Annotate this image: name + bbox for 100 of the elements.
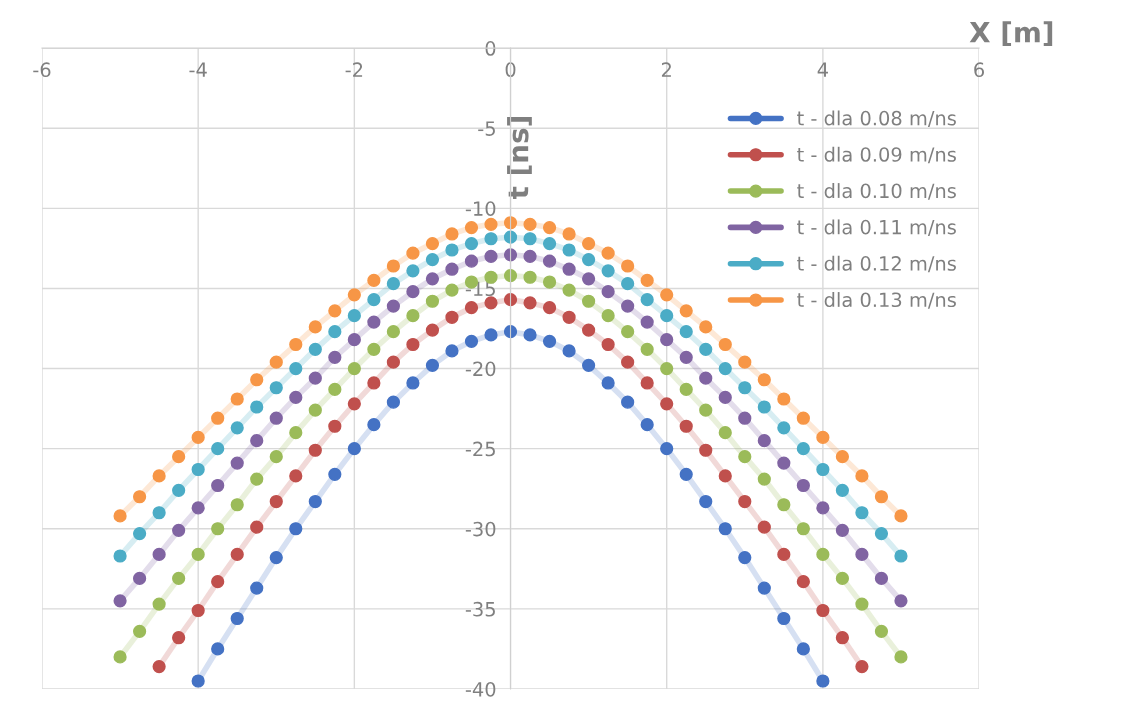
x-tick-label: 4	[817, 62, 828, 77]
point	[582, 294, 596, 308]
point	[757, 373, 771, 387]
point	[621, 277, 635, 291]
point	[289, 522, 303, 536]
point	[152, 469, 166, 483]
point	[230, 611, 244, 626]
point	[601, 264, 615, 278]
point	[367, 273, 381, 288]
point	[757, 472, 771, 486]
point	[777, 547, 791, 562]
point	[777, 498, 791, 512]
point	[113, 549, 127, 563]
point	[308, 494, 322, 509]
x-tick-label: 6	[974, 62, 985, 78]
point	[660, 442, 674, 456]
point	[289, 426, 303, 440]
point	[699, 320, 713, 334]
y-axis-title: t [ns]	[507, 117, 532, 200]
point	[601, 309, 615, 323]
point	[308, 443, 322, 457]
point	[367, 293, 381, 307]
point	[523, 217, 537, 231]
point	[250, 434, 264, 448]
point	[503, 325, 518, 339]
point	[347, 397, 361, 411]
point	[484, 296, 498, 310]
point	[425, 323, 440, 337]
x-axis-title: X [m]	[969, 21, 1053, 46]
point	[738, 381, 752, 395]
point	[894, 549, 908, 563]
point	[172, 483, 186, 497]
point	[640, 376, 654, 390]
point	[699, 371, 713, 385]
point	[562, 243, 576, 257]
point	[152, 506, 166, 520]
point	[328, 304, 342, 318]
point	[874, 571, 889, 586]
point	[250, 373, 264, 387]
point	[874, 526, 889, 541]
point	[699, 494, 713, 509]
point	[835, 450, 849, 464]
point	[718, 390, 732, 404]
point	[250, 472, 264, 486]
point	[679, 382, 693, 396]
point	[816, 430, 830, 445]
point	[328, 350, 342, 364]
point	[660, 397, 674, 411]
point	[542, 236, 557, 251]
point	[250, 581, 264, 595]
y-tick-label: 0	[485, 41, 496, 56]
point	[269, 411, 283, 425]
point	[796, 575, 810, 589]
point	[269, 450, 283, 464]
point	[113, 650, 127, 664]
point	[191, 430, 205, 445]
point	[582, 358, 596, 372]
point	[484, 232, 498, 246]
point	[406, 246, 420, 260]
point	[289, 361, 303, 376]
point	[855, 469, 869, 483]
point	[406, 285, 420, 299]
point	[425, 236, 440, 251]
point	[601, 337, 615, 352]
point	[484, 217, 498, 231]
point	[211, 575, 225, 589]
point	[542, 275, 557, 289]
point	[211, 411, 225, 425]
point	[484, 328, 498, 342]
point	[445, 262, 459, 276]
point	[777, 611, 791, 626]
point	[113, 509, 127, 523]
point	[347, 361, 361, 376]
point	[347, 309, 361, 323]
point	[133, 624, 147, 638]
point	[738, 551, 752, 565]
point	[445, 243, 459, 257]
point	[503, 269, 518, 283]
point	[835, 571, 849, 586]
point	[855, 547, 869, 562]
point	[191, 674, 205, 688]
point	[464, 301, 479, 315]
point	[796, 442, 810, 456]
x-tick-label: -2	[345, 62, 363, 77]
point	[640, 273, 654, 288]
point	[640, 293, 654, 307]
point	[679, 350, 693, 364]
legend-label: t - dla 0.08 m/ns	[797, 110, 956, 128]
point	[172, 631, 186, 645]
y-tick-label: -10	[465, 201, 496, 216]
point	[230, 498, 244, 512]
point	[660, 361, 674, 376]
point	[738, 355, 752, 369]
y-tick-label: -35	[465, 601, 495, 617]
point	[601, 285, 615, 299]
point	[211, 478, 225, 493]
point	[562, 262, 576, 276]
point	[660, 333, 674, 347]
point	[308, 342, 322, 356]
y-tick-label: -40	[465, 681, 496, 697]
